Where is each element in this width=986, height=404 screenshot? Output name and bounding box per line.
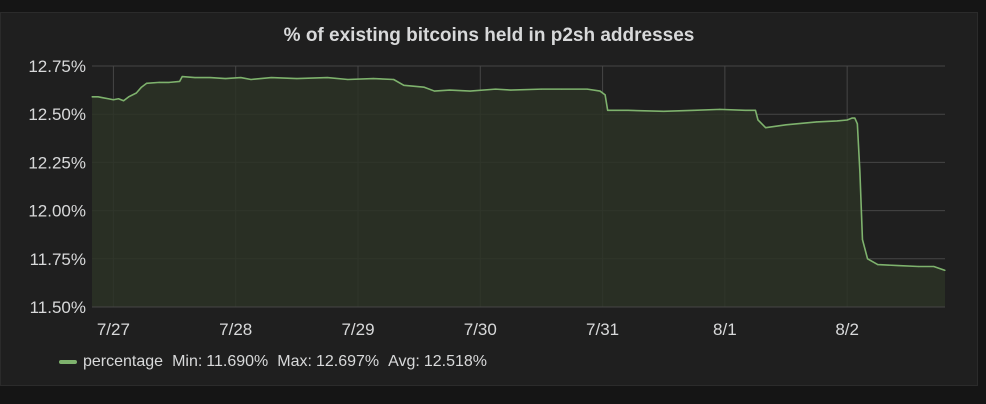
chart-title: % of existing bitcoins held in p2sh addr… (283, 25, 695, 46)
legend-min-value: 11.690% (206, 353, 269, 370)
series-point (586, 88, 588, 90)
series-point (663, 110, 665, 112)
y-tick-label: 11.50% (30, 298, 86, 317)
series-point (561, 88, 563, 90)
series-point (326, 76, 329, 79)
series-point (158, 81, 160, 83)
series-point (836, 120, 838, 122)
legend-avg-value: 12.518% (423, 353, 488, 370)
series-point (854, 117, 856, 119)
series-point (181, 76, 183, 78)
series-point (754, 109, 757, 111)
y-tick-label: 12.00% (28, 202, 86, 221)
series-point (917, 265, 920, 268)
chart-svg: 12.75% 12.50% 12.25% 12.00% 11.75% 11.50% 7/27… (28, 57, 946, 339)
legend-max-value: 12.697% (315, 353, 380, 370)
series-point (607, 109, 609, 111)
series-point (423, 86, 425, 88)
series-point (194, 76, 196, 79)
series-point (403, 84, 405, 86)
x-tick-label: 7/27 (97, 320, 130, 339)
series-point (135, 92, 137, 94)
series-point (744, 109, 746, 111)
x-tick-label: 7/31 (586, 320, 619, 339)
series-point (145, 82, 148, 84)
series-line (92, 75, 946, 272)
series-point (117, 98, 120, 100)
series-point (393, 78, 395, 81)
legend-avg-label: Avg: (388, 353, 420, 370)
series-point (859, 171, 861, 173)
y-tick-label: 12.25% (28, 153, 86, 172)
series-point (140, 86, 143, 88)
series-point (540, 88, 543, 90)
series-point (128, 96, 130, 98)
series-point (510, 89, 512, 91)
series-point (107, 98, 109, 100)
series-point (851, 117, 853, 119)
series-point (627, 109, 629, 111)
series-point (866, 258, 869, 260)
series-point (856, 123, 858, 125)
series-point (604, 94, 606, 96)
x-tick-label: 7/29 (341, 320, 374, 339)
legend-min-label: Min: (172, 353, 203, 370)
series-area (92, 76, 945, 307)
series-point (861, 238, 864, 241)
series-point (270, 76, 272, 79)
x-tick-label: 8/1 (713, 320, 737, 339)
series-point (719, 108, 721, 110)
series-point (815, 121, 818, 123)
series-point (765, 127, 767, 129)
x-tick-label: 7/30 (464, 320, 497, 339)
x-tick-label: 7/28 (219, 320, 252, 339)
series-point (757, 119, 759, 121)
series-point (599, 90, 601, 92)
series-point (102, 97, 104, 99)
series-point (944, 269, 946, 271)
series-point (449, 89, 451, 91)
series-point (122, 100, 125, 102)
series-point (897, 264, 899, 267)
y-tick-label: 12.50% (28, 105, 86, 124)
series-point (433, 90, 436, 92)
legend-max-label: Max: (277, 353, 312, 370)
legend-swatch (59, 360, 77, 364)
series-point (179, 80, 181, 83)
series-point (168, 81, 171, 83)
series-point (97, 96, 99, 98)
series-point (91, 96, 93, 98)
series-point (112, 99, 115, 101)
series-point (209, 76, 211, 79)
series-point (224, 77, 227, 80)
series-point (933, 265, 935, 268)
legend: percentage Min: 11.690% Max: 12.697% Avg… (59, 353, 487, 371)
chart-panel: % of existing bitcoins held in p2sh addr… (0, 12, 978, 386)
series-point (469, 90, 471, 92)
x-tick-label: 8/2 (835, 320, 859, 339)
series-point (250, 78, 252, 81)
series-point (877, 263, 879, 266)
series-point (846, 119, 848, 121)
series-point (372, 77, 374, 80)
series-point (296, 77, 298, 80)
series-point (785, 124, 787, 126)
legend-series-name[interactable]: percentage (83, 353, 164, 370)
series-point (693, 109, 695, 111)
series-point (494, 88, 497, 90)
series-point (240, 76, 242, 79)
series-point (347, 78, 349, 81)
y-tick-label: 11.75% (30, 250, 86, 269)
y-tick-label: 12.75% (28, 57, 86, 76)
